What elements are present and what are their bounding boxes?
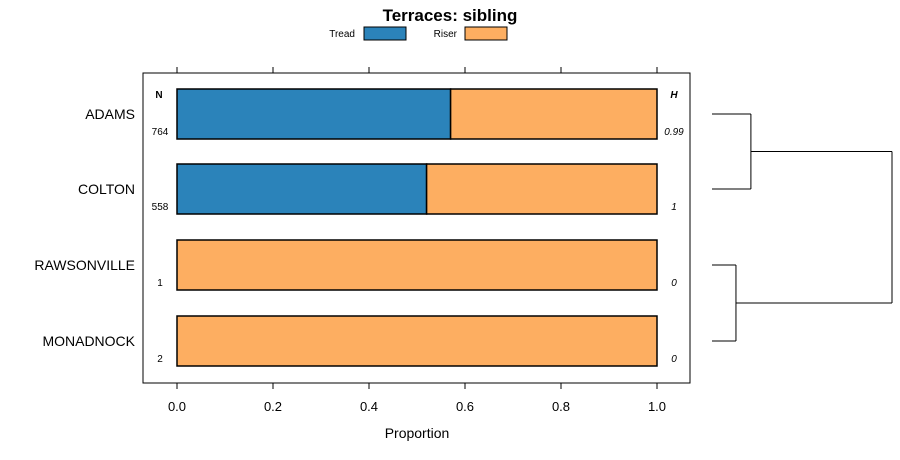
legend-swatch-tread [363, 26, 407, 41]
n-value: 1 [157, 278, 163, 289]
n-value: 764 [152, 127, 169, 138]
category-label-colton: COLTON [78, 181, 135, 197]
x-tick-label: 0.0 [168, 399, 186, 414]
category-label-rawsonville: RAWSONVILLE [34, 257, 135, 273]
bar-rawsonville-riser [176, 239, 658, 291]
bars [176, 88, 658, 367]
h-value: 1 [671, 202, 677, 213]
category-label-monadnock: MONADNOCK [42, 333, 135, 349]
plot-frame [142, 72, 691, 384]
legend-label-riser: Riser [434, 29, 458, 40]
x-tick-label: 0.4 [360, 399, 378, 414]
legend: Tread Riser [329, 26, 508, 41]
h-value: 0 [671, 354, 677, 365]
n-value: 2 [157, 354, 163, 365]
chart-title: Terraces: sibling [383, 6, 518, 25]
bar-adams-tread [176, 88, 452, 140]
n-value: 558 [152, 202, 169, 213]
x-axis-label: Proportion [385, 425, 450, 441]
bar-adams-riser [449, 88, 658, 140]
legend-swatch-riser [464, 26, 508, 41]
h-value: 0.99 [664, 127, 684, 138]
dendrogram [712, 113, 893, 342]
bar-colton-tread [176, 163, 428, 215]
bar-monadnock-riser [176, 315, 658, 367]
category-labels: ADAMS COLTON RAWSONVILLE MONADNOCK [34, 106, 135, 349]
legend-label-tread: Tread [329, 29, 355, 40]
x-tick-label: 0.8 [552, 399, 570, 414]
h-column-header: H [670, 90, 678, 101]
x-tick-label: 0.6 [456, 399, 474, 414]
bar-colton-riser [425, 163, 658, 215]
h-labels: 0.99 1 0 0 [664, 127, 684, 365]
category-label-adams: ADAMS [85, 106, 135, 122]
top-axis-ticks [176, 67, 658, 73]
h-value: 0 [671, 278, 677, 289]
n-column-header: N [155, 90, 162, 101]
x-tick-label: 1.0 [648, 399, 666, 414]
x-tick-label: 0.2 [264, 399, 282, 414]
n-labels: 764 558 1 2 [152, 127, 169, 365]
x-axis: 0.0 0.2 0.4 0.6 0.8 1.0 [168, 383, 666, 414]
